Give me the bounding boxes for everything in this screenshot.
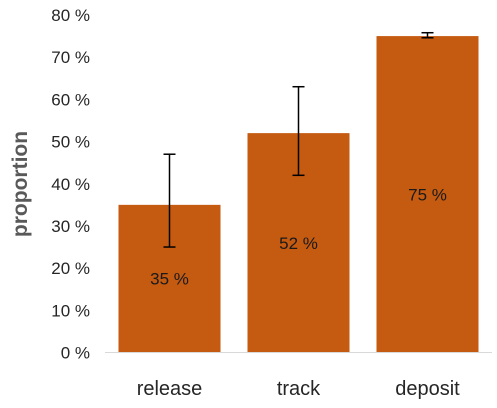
y-tick-label: 80 % xyxy=(51,6,90,25)
data-label-release: 35 % xyxy=(150,270,189,289)
data-label-deposit: 75 % xyxy=(408,185,447,204)
y-axis: 0 % 10 % 20 % 30 % 40 % 50 % 60 % 70 % 80 % xyxy=(51,6,90,363)
error-bars-group xyxy=(163,31,434,248)
y-tick-label: 50 % xyxy=(51,133,90,152)
x-tick-label-track: track xyxy=(277,378,321,400)
y-tick-label: 10 % xyxy=(51,301,90,320)
y-tick-label: 20 % xyxy=(51,259,90,278)
y-tick-label: 40 % xyxy=(51,175,90,194)
y-tick-label: 60 % xyxy=(51,90,90,109)
y-tick-label: 70 % xyxy=(51,48,90,67)
y-axis-label: proportion xyxy=(9,131,32,237)
x-tick-label-deposit: deposit xyxy=(395,378,460,400)
x-axis: release track deposit xyxy=(137,378,460,400)
data-label-track: 52 % xyxy=(279,234,318,253)
bars-group xyxy=(118,36,479,353)
y-tick-label: 0 % xyxy=(61,344,90,363)
bar-deposit xyxy=(376,36,479,353)
x-tick-label-release: release xyxy=(137,378,203,400)
data-labels-group: 35 % 52 % 75 % xyxy=(150,185,447,288)
y-tick-label: 30 % xyxy=(51,217,90,236)
